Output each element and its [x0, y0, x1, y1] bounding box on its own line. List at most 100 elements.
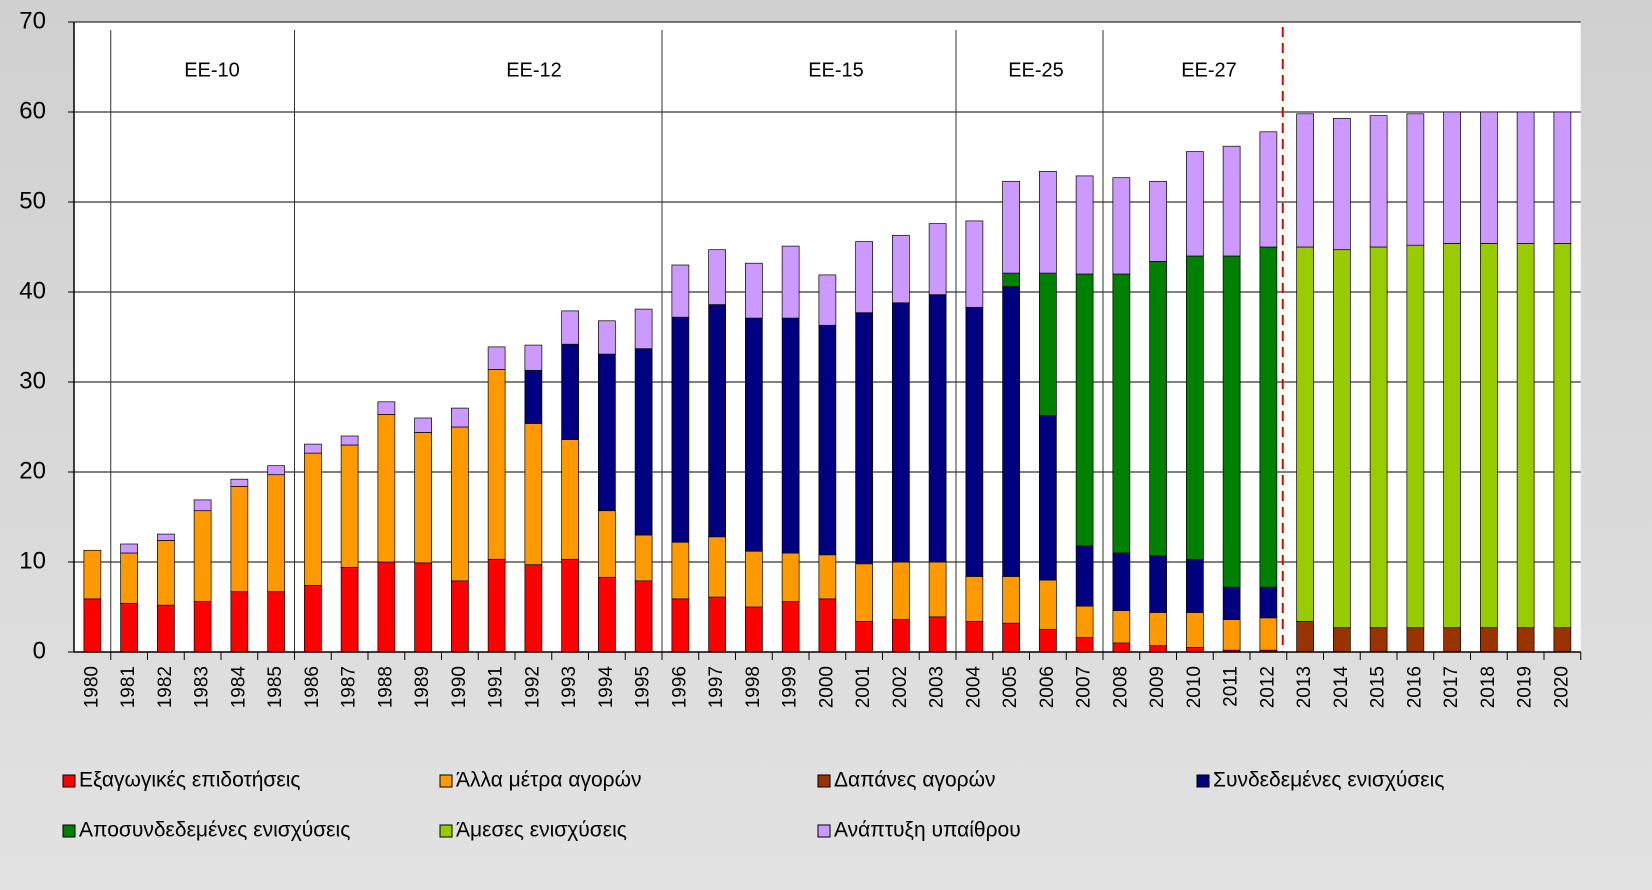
bar-segment — [1259, 586, 1278, 619]
x-tick-label: 1982 — [155, 666, 176, 708]
bar-segment — [598, 576, 616, 653]
bar-segment — [781, 601, 800, 653]
bar-segment — [781, 245, 800, 319]
bar-segment — [1075, 175, 1094, 275]
bar-segment — [1002, 576, 1020, 624]
bar-segment — [1296, 246, 1314, 622]
legend-label: Αποσυνδεδεμένες ενισχύσεις — [79, 819, 350, 842]
x-tick-label: 1985 — [265, 666, 286, 708]
bar-segment — [1259, 131, 1278, 248]
bar-segment — [1296, 621, 1314, 653]
bar-segment — [1039, 272, 1057, 416]
bar-segment — [1075, 605, 1094, 638]
bar-segment — [304, 585, 322, 653]
bar-segment — [1406, 244, 1425, 629]
bar-segment — [598, 320, 616, 355]
bar-segment — [1112, 642, 1131, 653]
legend-swatch — [817, 774, 831, 788]
bar-segment — [1333, 117, 1351, 251]
bar-segment — [598, 510, 616, 578]
bar-segment — [965, 576, 984, 622]
bar-segment — [1553, 111, 1572, 244]
bar-segment — [1443, 243, 1461, 629]
bar-segment — [1002, 272, 1020, 287]
y-tick-label: 50 — [19, 187, 46, 214]
x-tick-label: 2015 — [1368, 666, 1389, 708]
bar-segment — [193, 499, 212, 512]
bar-segment — [1369, 246, 1388, 629]
y-tick-label: 30 — [19, 367, 46, 394]
x-tick-label: 1998 — [743, 666, 764, 708]
x-tick-label: 1980 — [81, 666, 102, 708]
bar-segment — [83, 598, 102, 653]
bar-segment — [1553, 627, 1572, 653]
period-label: ΕΕ-10 — [184, 59, 240, 81]
bar-segment — [193, 601, 212, 653]
bar-segment — [708, 304, 726, 538]
bar-segment — [1222, 145, 1241, 257]
bar-segment — [1480, 627, 1498, 653]
x-tick-label: 1991 — [486, 666, 507, 708]
bar-segment — [1075, 273, 1094, 547]
bar-segment — [1480, 111, 1498, 244]
bar-segment — [230, 486, 249, 593]
bar-segment — [561, 343, 579, 440]
bar-segment — [414, 562, 432, 653]
bar-segment — [1443, 111, 1461, 244]
bar-segment — [193, 510, 212, 602]
x-tick-label: 2000 — [816, 666, 837, 708]
bar-segment — [451, 426, 469, 582]
y-tick-label: 40 — [19, 277, 46, 304]
bar-segment — [267, 465, 285, 476]
bar-segment — [671, 316, 690, 543]
bar-segment — [1149, 612, 1167, 647]
bar-segment — [1002, 622, 1020, 653]
x-tick-label: 2014 — [1331, 666, 1352, 709]
bar-segment — [267, 474, 285, 593]
bar-segment — [928, 294, 947, 563]
y-tick-label: 0 — [33, 637, 46, 664]
bar-segment — [157, 540, 175, 606]
bar-segment — [157, 604, 175, 653]
bar-segment — [1112, 273, 1131, 554]
bar-segment — [561, 310, 579, 345]
bar-segment — [1186, 255, 1204, 560]
bar-segment — [340, 567, 359, 653]
x-tick-label: 1987 — [339, 666, 360, 708]
bar-segment — [1296, 113, 1314, 248]
x-tick-label: 2006 — [1037, 666, 1058, 708]
bar-segment — [818, 598, 837, 653]
bar-segment — [487, 346, 506, 370]
legend-label: Άλλα μέτρα αγορών — [456, 769, 642, 792]
bar-segment — [671, 264, 690, 318]
x-tick-label: 1984 — [228, 666, 249, 709]
y-tick-label: 20 — [19, 457, 46, 484]
y-tick-label: 70 — [19, 7, 46, 34]
x-tick-label: 1988 — [375, 666, 396, 708]
bar-segment — [1186, 151, 1204, 257]
x-tick-label: 2018 — [1478, 666, 1499, 708]
y-tick-label: 10 — [19, 547, 46, 574]
bar-segment — [965, 220, 984, 308]
x-tick-label: 2003 — [927, 666, 948, 708]
x-tick-label: 2017 — [1441, 666, 1462, 708]
bar-segment — [451, 407, 469, 428]
bar-segment — [377, 401, 396, 415]
period-label: ΕΕ-12 — [506, 59, 562, 81]
legend-label: Εξαγωγικές επιδοτήσεις — [79, 769, 301, 792]
bar-segment — [561, 439, 579, 560]
bar-segment — [671, 541, 690, 600]
bar-segment — [708, 596, 726, 653]
legend-label: Συνδεδεμένες ενισχύσεις — [1213, 769, 1444, 792]
bar-segment — [1186, 612, 1204, 648]
bar-segment — [230, 478, 249, 487]
bar-segment — [818, 554, 837, 600]
bar-segment — [745, 550, 763, 608]
bar-segment — [855, 621, 873, 653]
bar-segment — [1516, 627, 1535, 653]
x-tick-label: 1999 — [780, 666, 801, 708]
bar-segment — [1149, 555, 1167, 613]
bar-segment — [1112, 610, 1131, 644]
bar-segment — [1149, 261, 1167, 557]
